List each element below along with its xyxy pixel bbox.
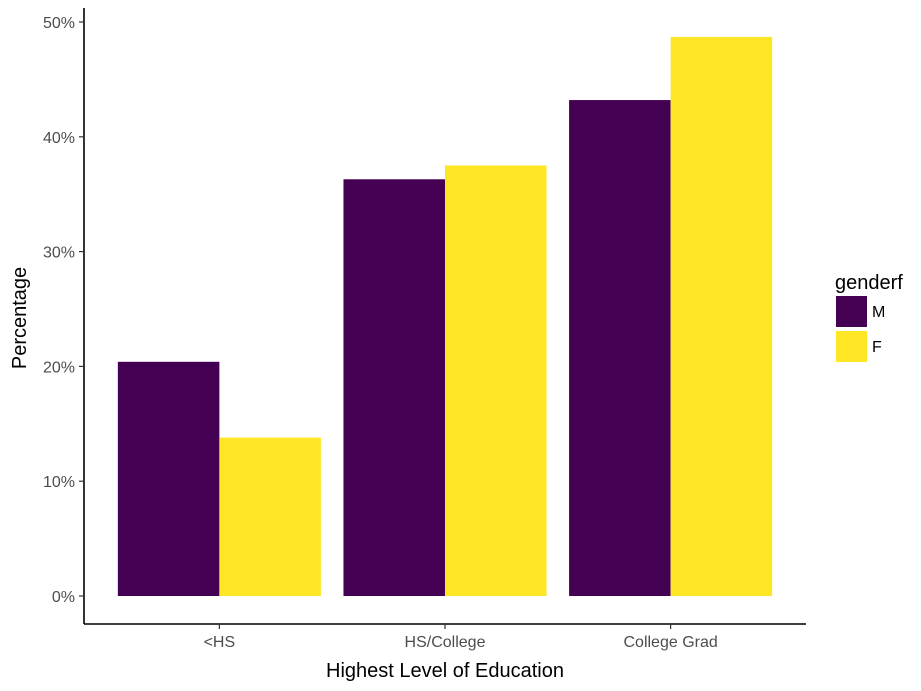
bar-M-1 — [343, 179, 445, 596]
bar-F-1 — [445, 165, 547, 596]
x-ticks-group: <HS HS/College College Grad — [204, 624, 718, 651]
y-tick-label: 50% — [43, 15, 75, 32]
bar-F-0 — [219, 437, 321, 596]
legend-key-F — [836, 331, 867, 362]
y-tick-label: 0% — [52, 589, 75, 606]
y-axis-title: Percentage — [9, 267, 31, 369]
y-tick-label: 10% — [43, 474, 75, 491]
x-tick-label: <HS — [204, 634, 236, 651]
y-tick-label: 20% — [43, 359, 75, 376]
legend-label-F: F — [872, 339, 882, 356]
bar-M-0 — [117, 361, 220, 596]
y-tick-label: 40% — [43, 130, 75, 147]
bar-M-2 — [569, 100, 671, 596]
x-axis-title: Highest Level of Education — [326, 660, 564, 682]
legend-items: MF — [836, 296, 885, 362]
legend: genderf MF — [835, 272, 903, 362]
bar-F-2 — [670, 36, 773, 597]
x-tick-label: College Grad — [623, 634, 717, 651]
legend-label-M: M — [872, 304, 885, 321]
x-tick-label: HS/College — [405, 634, 486, 651]
y-ticks-group: 0% 10% 20% 30% 40% 50% — [43, 15, 84, 606]
bars-group — [117, 36, 773, 597]
legend-key-M — [836, 296, 867, 327]
legend-title: genderf — [835, 272, 903, 294]
y-tick-label: 30% — [43, 245, 75, 262]
